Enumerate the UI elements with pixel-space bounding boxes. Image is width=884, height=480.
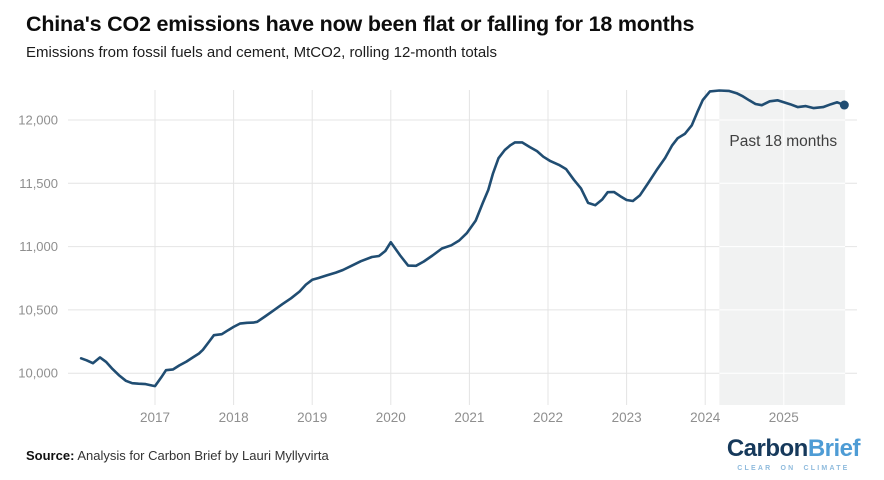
source-label: Source: <box>26 448 75 463</box>
x-tick-label: 2021 <box>454 410 484 425</box>
carbon-brief-wordmark: CarbonBrief <box>726 435 861 462</box>
page-title: China's CO2 emissions have now been flat… <box>26 12 695 36</box>
x-tick-label: 2025 <box>769 410 799 425</box>
source-attribution: Source: Analysis for Carbon Brief by Lau… <box>26 448 329 463</box>
region-annotation: Past 18 months <box>729 133 837 150</box>
carbon-brief-logo: CarbonBrief CLEAR ON CLIMATE <box>726 435 861 473</box>
x-tick-label: 2023 <box>612 410 642 425</box>
y-tick-label: 10,500 <box>18 302 58 317</box>
logo-brief-text: Brief <box>807 435 861 462</box>
x-tick-label: 2017 <box>140 410 170 425</box>
chart-subtitle: Emissions from fossil fuels and cement, … <box>26 44 498 61</box>
y-tick-label: 10,000 <box>18 366 58 381</box>
y-tick-label: 12,000 <box>18 113 58 128</box>
y-tick-label: 11,500 <box>19 176 58 191</box>
logo-carbon-text: Carbon <box>726 435 809 462</box>
x-tick-label: 2018 <box>219 410 249 425</box>
x-tick-label: 2024 <box>690 410 721 425</box>
logo-tagline: CLEAR ON CLIMATE <box>737 465 850 472</box>
x-tick-label: 2019 <box>297 410 327 425</box>
x-tick-label: 2020 <box>376 410 406 425</box>
latest-point-marker <box>839 100 849 110</box>
x-tick-label: 2022 <box>533 410 563 425</box>
emissions-line <box>79 89 846 388</box>
source-text: Analysis for Carbon Brief by Lauri Mylly… <box>77 448 329 463</box>
y-tick-label: 11,000 <box>19 239 58 254</box>
highlight-region <box>719 90 846 405</box>
